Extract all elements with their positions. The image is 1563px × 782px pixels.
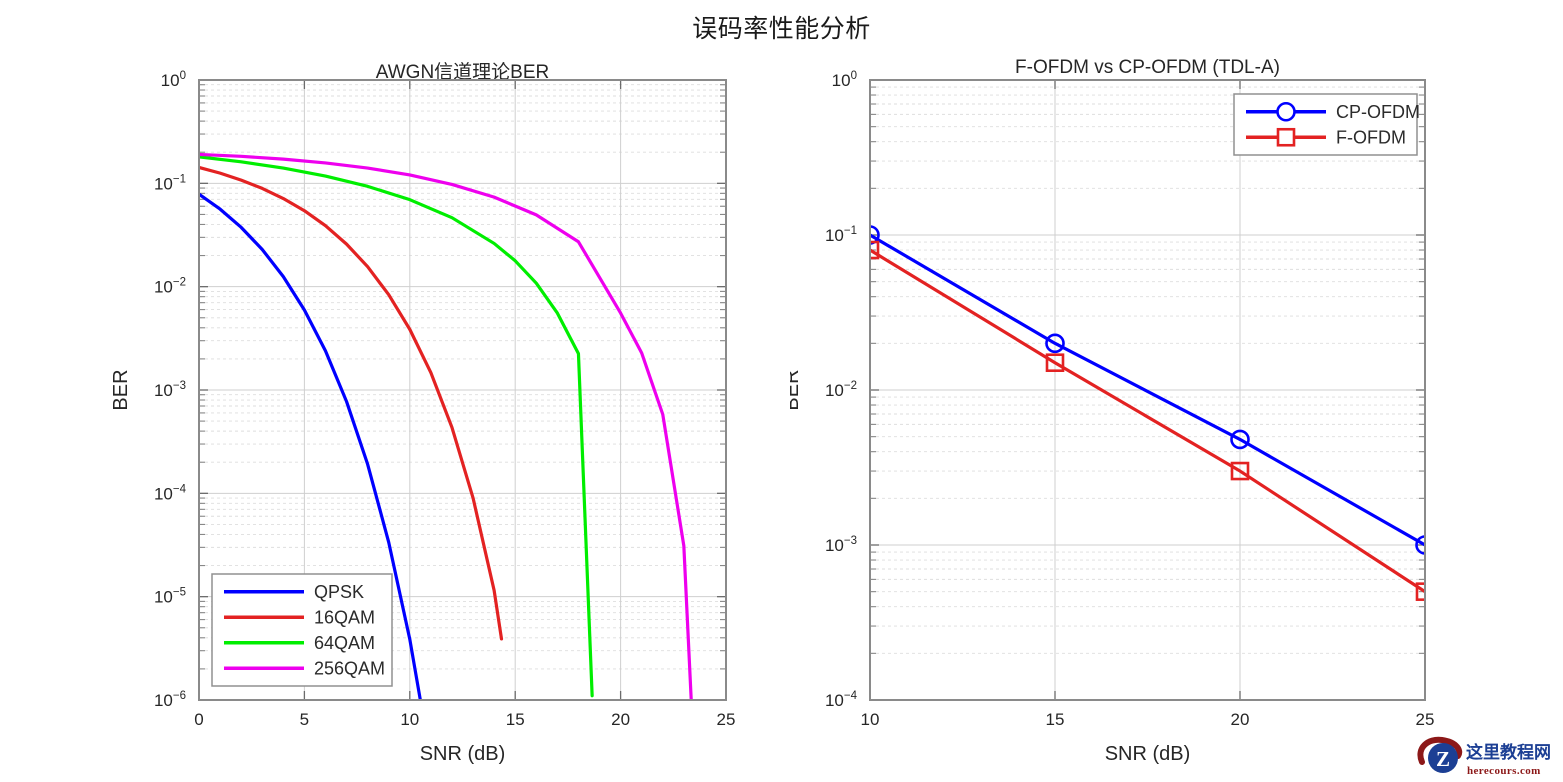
logo-letter: Z — [1436, 747, 1450, 771]
series-line-16qam — [199, 165, 504, 641]
y-axis-label: BER — [110, 369, 132, 410]
series-line-cp-ofdm — [870, 233, 1425, 547]
y-axis-label: BER — [790, 369, 803, 410]
legend-marker — [1276, 101, 1296, 122]
plot-area: 100 10−1 10−2 10−3 10−4 10−5 10−6 0 5 10 15 20 25 SNR… — [110, 70, 735, 765]
subplot-awgn-title: AWGN信道理论BER — [375, 62, 550, 83]
data-marker — [870, 240, 880, 260]
y-tick-label: 10−4 — [825, 690, 858, 710]
x-tick-label: 15 — [506, 710, 525, 729]
y-tick-label: 10−2 — [154, 277, 186, 297]
series-line-f-ofdm — [870, 248, 1425, 594]
watermark: Z 这里教程网 herecours.com — [1414, 736, 1559, 780]
legend-label: 16QAM — [314, 607, 375, 627]
x-tick-label: 20 — [611, 710, 630, 729]
series-group — [870, 225, 1425, 601]
y-tick-label: 10−6 — [154, 690, 186, 710]
legend-box — [1233, 93, 1418, 156]
x-tick-label: 0 — [194, 710, 203, 729]
series-line-64qam — [199, 155, 594, 698]
x-tick-label: 25 — [717, 710, 736, 729]
series-line-qpsk — [199, 192, 422, 700]
y-tick-label: 10−5 — [154, 587, 186, 607]
data-marker — [1415, 582, 1425, 601]
y-tick-label: 10−3 — [154, 380, 186, 400]
x-tick-label: 15 — [1046, 710, 1065, 729]
data-marker — [1415, 535, 1425, 555]
legend-label: F-OFDM — [1336, 127, 1406, 147]
plot-area: 100 10−1 10−2 10−3 10−410 15 20 25 SNR (dB) BER CP… — [790, 70, 1434, 765]
legend-label: 64QAM — [314, 633, 375, 653]
x-tick-label: 25 — [1416, 710, 1435, 729]
legend-label: 256QAM — [314, 658, 385, 678]
awgn-chart-svg: 100 10−1 10−2 10−3 10−4 10−5 10−6 0 5 10 15 20 25 SNR… — [110, 70, 735, 765]
logo-circle-icon — [1428, 743, 1458, 773]
data-marker — [1045, 333, 1065, 354]
x-tick-label: 10 — [400, 710, 419, 729]
legend[interactable]: CP-OFDM F-OFDM — [1233, 93, 1420, 156]
swoosh-icon — [1417, 736, 1463, 765]
x-axis-label: SNR (dB) — [1105, 743, 1191, 765]
watermark-text-en: herecours.com — [1467, 765, 1541, 777]
x-tick-label: 10 — [861, 710, 880, 729]
legend[interactable]: QPSK 16QAM 64QAM 256QAM — [211, 573, 393, 687]
watermark-text-cn: 这里教程网 — [1466, 742, 1551, 762]
series-line-256qam — [199, 152, 693, 700]
y-tick-label: 10−2 — [825, 380, 857, 400]
x-tick-label: 20 — [1231, 710, 1250, 729]
data-marker — [1230, 429, 1250, 450]
y-tick-label: 10−3 — [825, 535, 857, 555]
x-tick-label: 5 — [300, 710, 309, 729]
x-axis-label: SNR (dB) — [420, 743, 506, 765]
ofdm-chart-svg: 100 10−1 10−2 10−3 10−410 15 20 25 SNR (dB) BER CP… — [790, 70, 1434, 765]
y-tick-label: 100 — [832, 70, 857, 90]
data-marker — [1045, 353, 1065, 373]
figure-title: 误码率性能分析 — [692, 15, 871, 43]
data-marker — [1230, 461, 1250, 481]
data-marker — [870, 225, 880, 245]
y-tick-label: 10−1 — [825, 225, 857, 245]
axes-box — [198, 79, 727, 701]
y-tick-label: 10−4 — [154, 483, 187, 503]
legend-label: CP-OFDM — [1336, 102, 1420, 122]
y-tick-label: 100 — [161, 70, 186, 90]
subplot-ofdm-title: F-OFDM vs CP-OFDM (TDL-A) — [1015, 57, 1280, 78]
y-tick-label: 10−1 — [154, 173, 186, 193]
legend-label: QPSK — [314, 582, 364, 602]
legend-marker — [1276, 127, 1296, 147]
subplot-ofdm: F-OFDM vs CP-OFDM (TDL-A) 100 10−1 10−2 10−… — [790, 0, 1563, 782]
watermark-svg: Z 这里教程网 herecours.com — [1417, 736, 1551, 777]
series-group — [199, 152, 693, 700]
axes-box — [869, 79, 1426, 701]
subplot-awgn: AWGN信道理论BER 100 10−1 10−2 10−3 10−4 10−5 10−6 0… — [110, 62, 735, 765]
